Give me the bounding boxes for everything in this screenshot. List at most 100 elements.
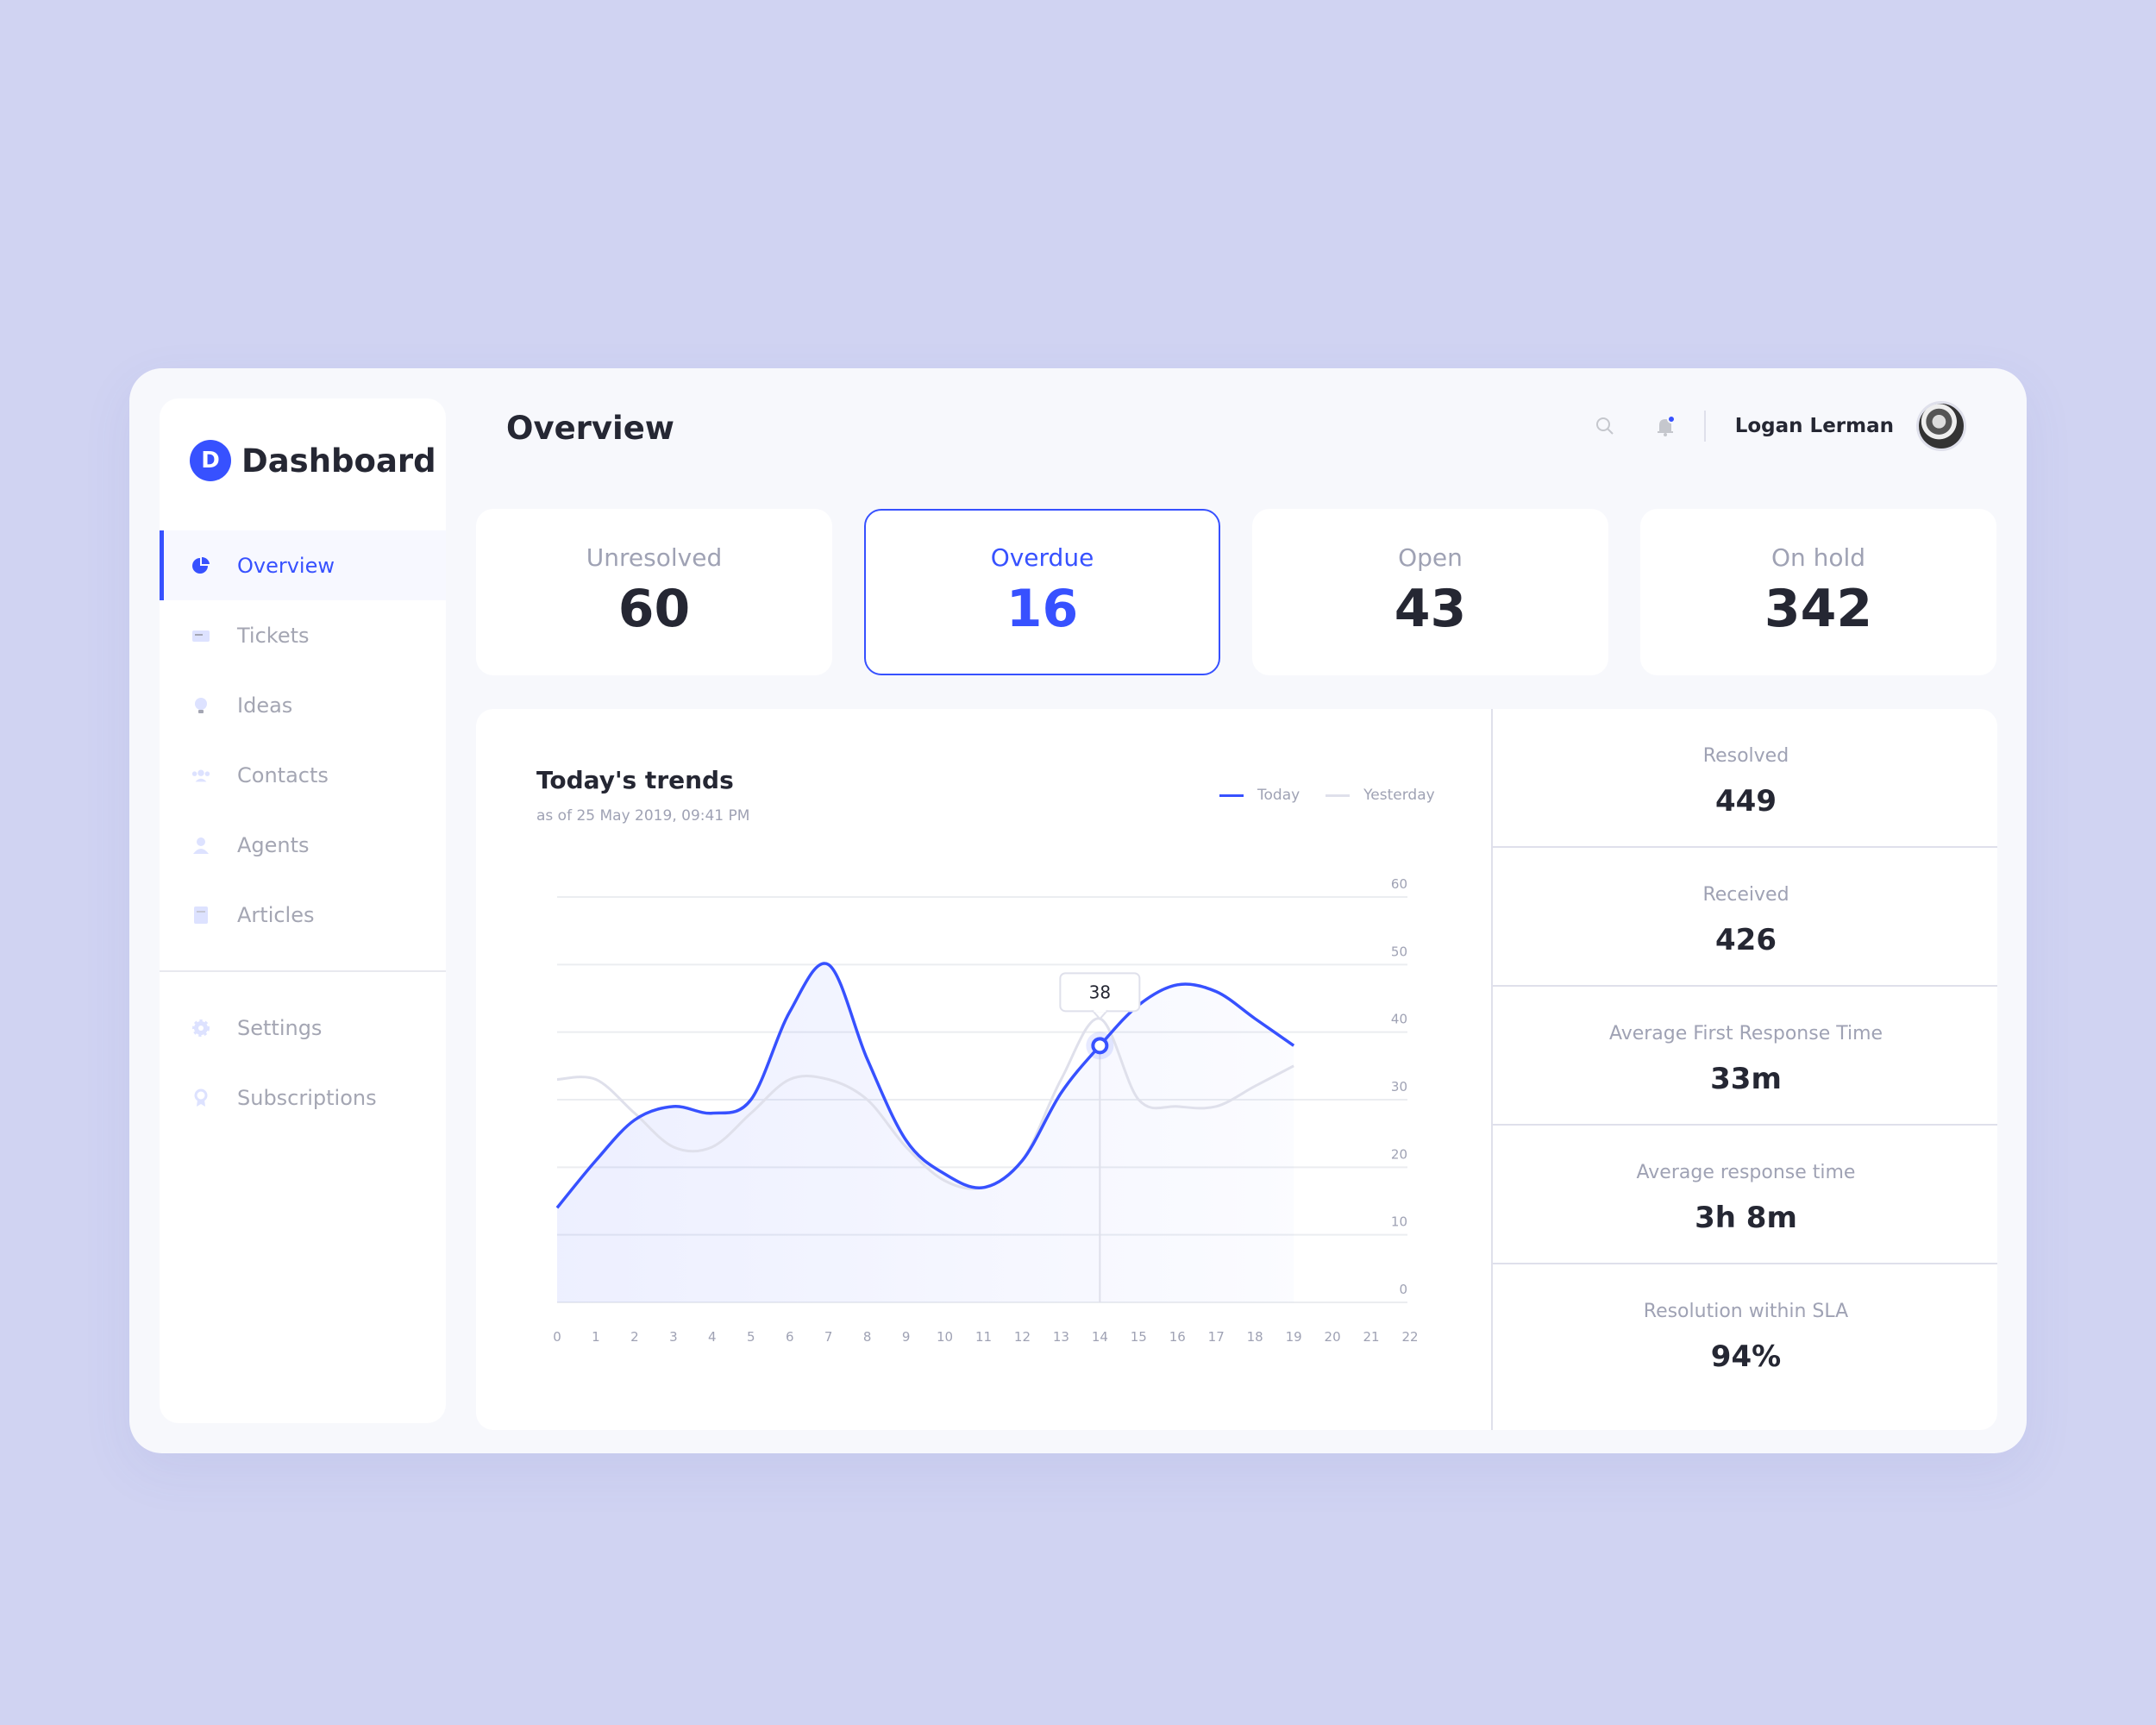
stat-resolution-sla: Resolution within SLA 94% (1493, 1264, 1997, 1428)
y-tick-label: 30 (1391, 1079, 1407, 1095)
sidebar-item-label: Ideas (237, 693, 293, 718)
legend-label: Yesterday (1363, 787, 1435, 804)
page-title: Overview (506, 410, 674, 447)
kpi-cards: Unresolved 60 Overdue 16 Open 43 On hold… (476, 509, 1996, 675)
x-tick-label: 13 (1053, 1329, 1069, 1345)
lightbulb-icon (191, 695, 211, 716)
sidebar-item-tickets[interactable]: Tickets (160, 600, 446, 670)
y-tick-label: 10 (1391, 1214, 1407, 1230)
legend-label: Today (1257, 787, 1300, 804)
legend-item-yesterday[interactable]: Yesterday (1326, 787, 1435, 804)
sidebar-item-label: Agents (237, 832, 310, 857)
x-tick-label: 10 (937, 1329, 953, 1345)
stat-value: 33m (1710, 1062, 1782, 1096)
x-tick-label: 4 (708, 1329, 717, 1345)
brand-logo: D (190, 440, 231, 481)
stat-received: Received 426 (1493, 848, 1997, 987)
highlight-point (1091, 1037, 1109, 1055)
legend-swatch (1219, 794, 1244, 797)
sidebar-item-label: Subscriptions (237, 1085, 377, 1110)
agent-icon (191, 835, 211, 856)
kpi-value: 342 (1764, 579, 1873, 639)
sidebar-item-overview[interactable]: Overview (160, 530, 446, 600)
kpi-card-overdue[interactable]: Overdue 16 (864, 509, 1220, 675)
sidebar-item-subscriptions[interactable]: Subscriptions (160, 1063, 446, 1132)
stat-value: 449 (1715, 784, 1777, 819)
sidebar-item-agents[interactable]: Agents (160, 810, 446, 880)
x-tick-label: 14 (1092, 1329, 1108, 1345)
kpi-label: On hold (1771, 543, 1866, 572)
stat-resolved: Resolved 449 (1493, 709, 1997, 848)
tooltip-arrow-mask (1094, 1008, 1106, 1013)
x-tick-label: 21 (1363, 1329, 1379, 1345)
y-tick-label: 50 (1391, 944, 1407, 959)
x-tick-label: 5 (747, 1329, 755, 1345)
x-tick-label: 20 (1325, 1329, 1341, 1345)
x-tick-label: 12 (1014, 1329, 1031, 1345)
sidebar-item-label: Tickets (237, 623, 310, 648)
stat-label: Received (1702, 884, 1789, 906)
chart-subtitle: as of 25 May 2019, 09:41 PM (536, 807, 750, 825)
x-tick-label: 15 (1131, 1329, 1147, 1345)
user-name[interactable]: Logan Lerman (1734, 415, 1894, 437)
stat-label: Resolution within SLA (1643, 1301, 1849, 1322)
x-tick-label: 9 (902, 1329, 911, 1345)
x-tick-label: 1 (592, 1329, 600, 1345)
stats-column: Resolved 449 Received 426 Average First … (1491, 709, 1997, 1430)
today-area (557, 963, 1294, 1302)
stat-value: 94% (1710, 1339, 1782, 1374)
x-tick-label: 2 (630, 1329, 639, 1345)
y-tick-label: 20 (1391, 1146, 1407, 1162)
x-tick-label: 19 (1286, 1329, 1302, 1345)
stat-avg-first-response: Average First Response Time 33m (1493, 987, 1997, 1126)
series-line-today (555, 962, 1295, 1209)
sidebar-item-ideas[interactable]: Ideas (160, 670, 446, 740)
chart-title: Today's trends (536, 766, 734, 794)
sidebar-item-contacts[interactable]: Contacts (160, 740, 446, 810)
kpi-card-open[interactable]: Open 43 (1252, 509, 1608, 675)
sidebar-item-articles[interactable]: Articles (160, 880, 446, 950)
trends-panel: 0 10 20 30 40 50 60 0 1 2 3 4 5 6 7 8 9 10 11 12 13 14 15 16 17 1… (476, 709, 1997, 1430)
tooltip-arrow (1091, 1010, 1109, 1020)
search-icon[interactable] (1592, 413, 1618, 439)
kpi-card-unresolved[interactable]: Unresolved 60 (476, 509, 832, 675)
brand[interactable]: D Dashboard (190, 440, 436, 481)
sidebar-item-label: Articles (237, 902, 315, 927)
sidebar-item-label: Contacts (237, 762, 329, 787)
sidebar-item-label: Overview (237, 553, 335, 578)
app-window: D Dashboard Overview Tickets Ideas (129, 368, 2027, 1453)
sidebar-item-label: Settings (237, 1015, 323, 1040)
y-tick-label: 60 (1391, 876, 1407, 892)
header-separator (1703, 411, 1706, 442)
stat-label: Average First Response Time (1608, 1023, 1883, 1044)
x-tick-label: 17 (1208, 1329, 1225, 1345)
x-tick-label: 16 (1169, 1329, 1186, 1345)
kpi-label: Open (1398, 543, 1463, 572)
series-line-yesterday (556, 1017, 1294, 1190)
avatar[interactable] (1916, 401, 1966, 451)
kpi-card-on-hold[interactable]: On hold 342 (1640, 509, 1996, 675)
pie-chart-icon (191, 555, 211, 576)
kpi-label: Unresolved (586, 543, 723, 572)
x-tick-label: 18 (1247, 1329, 1263, 1345)
kpi-value: 43 (1394, 579, 1467, 639)
ticket-icon (191, 625, 211, 646)
award-icon (191, 1088, 211, 1108)
contacts-icon (191, 765, 211, 786)
x-tick-label: 22 (1401, 1329, 1418, 1345)
article-icon (191, 905, 211, 925)
x-tick-label: 8 (863, 1329, 872, 1345)
kpi-label: Overdue (990, 543, 1094, 572)
stat-avg-response: Average response time 3h 8m (1493, 1126, 1997, 1264)
y-tick-label: 0 (1399, 1282, 1407, 1297)
x-tick-label: 6 (786, 1329, 794, 1345)
kpi-value: 16 (1006, 579, 1079, 639)
sidebar-item-settings[interactable]: Settings (160, 993, 446, 1063)
x-tick-label: 3 (669, 1329, 678, 1345)
sidebar-nav: Overview Tickets Ideas Contacts (160, 530, 446, 1132)
bell-icon[interactable] (1652, 413, 1678, 439)
chart-legend: Today Yesterday (1219, 787, 1461, 804)
legend-item-today[interactable]: Today (1219, 787, 1300, 804)
stat-value: 426 (1715, 923, 1777, 957)
